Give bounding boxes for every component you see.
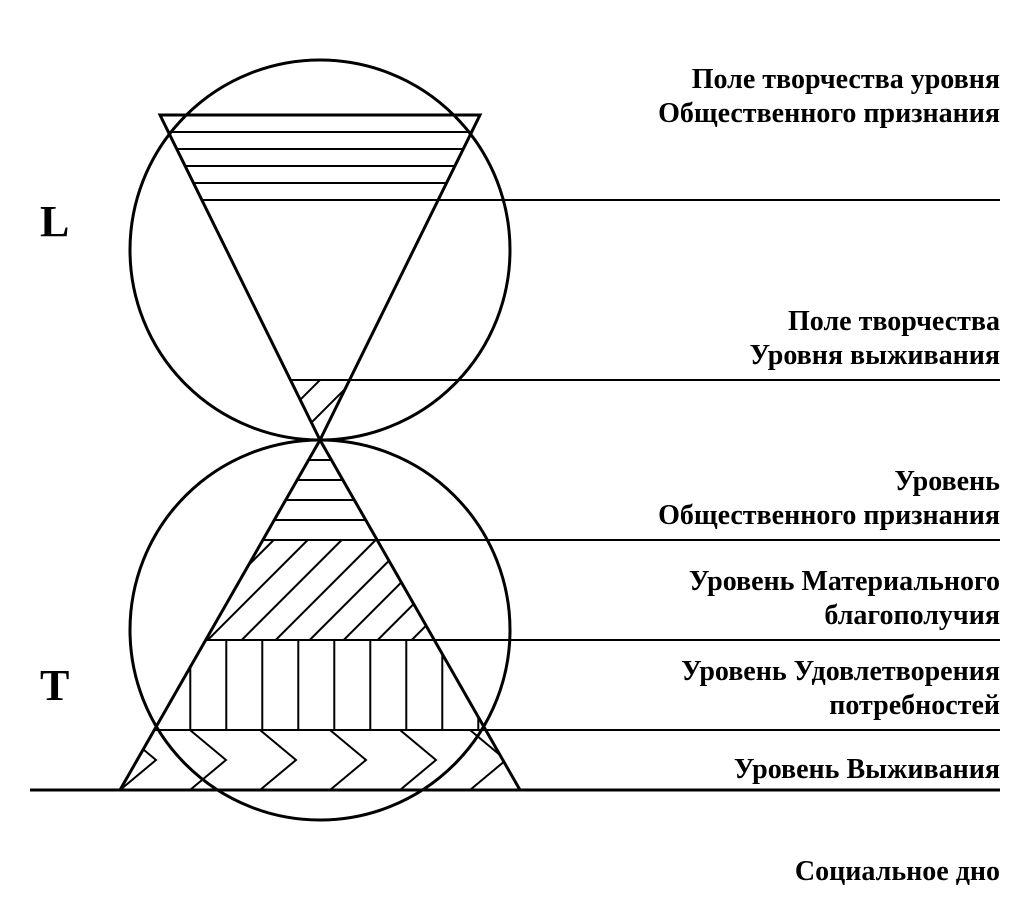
label-L-top: Общественного признания (658, 98, 1000, 129)
triangle-T (120, 440, 520, 790)
hourglass-diagram: Поле творчества уровняОбщественного приз… (0, 0, 1016, 916)
label-bottom: Социальное дно (795, 856, 1000, 887)
label-T-band1: Уровень (894, 466, 1000, 497)
circle-L (130, 60, 510, 440)
label-T-band3: Уровень Удовлетворения (681, 656, 1000, 687)
label-T-band2: благополучия (824, 600, 1000, 631)
label-L-top: Поле творчества уровня (692, 64, 1000, 95)
axis-letter-T: T (40, 661, 69, 710)
label-L-mid: Уровня выживания (750, 340, 1000, 371)
label-L-mid: Поле творчества (788, 306, 1000, 337)
label-T-band4: Уровень Выживания (734, 754, 1000, 785)
label-T-band3: потребностей (829, 690, 1000, 721)
axis-letter-L: L (40, 197, 69, 246)
triangle-L (160, 115, 480, 440)
label-T-band2: Уровень Материального (689, 566, 1000, 597)
label-T-band1: Общественного признания (658, 500, 1000, 531)
